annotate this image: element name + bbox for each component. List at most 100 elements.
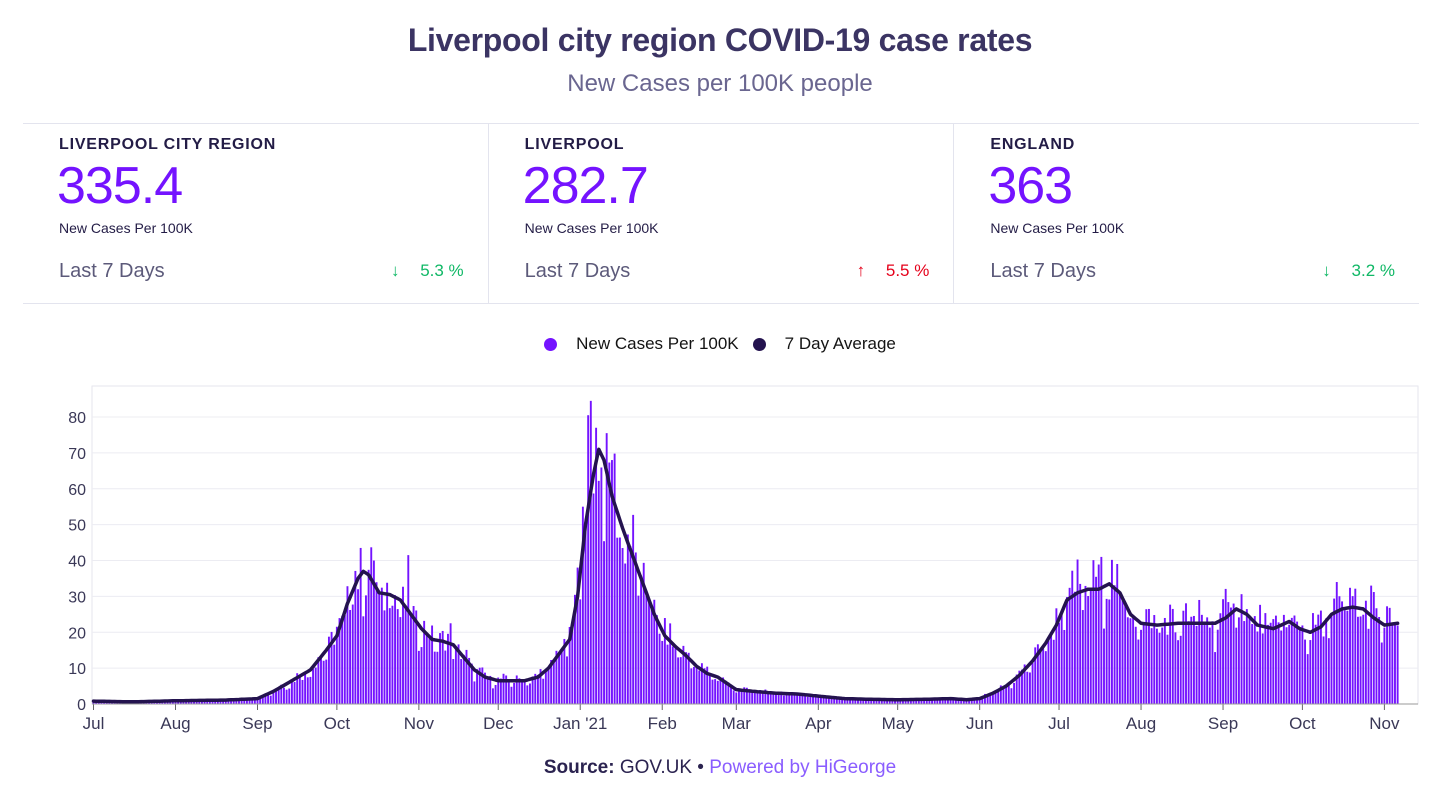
stat-value: 335.4 — [57, 157, 183, 215]
bar — [804, 694, 807, 704]
bar — [529, 683, 531, 704]
legend-dot-icon — [544, 337, 558, 351]
bar — [1089, 589, 1092, 704]
stat-change: ↓ 3.2 % — [1318, 261, 1395, 281]
bar — [616, 537, 619, 704]
bar — [462, 654, 465, 704]
bar — [571, 623, 574, 704]
bar — [640, 575, 643, 704]
bar — [952, 699, 955, 704]
bar — [843, 699, 846, 704]
bar — [1367, 628, 1370, 704]
bar — [841, 699, 844, 704]
bar — [1386, 606, 1388, 704]
bar — [497, 677, 500, 704]
bar — [931, 699, 933, 704]
arrow-down-icon: ↓ — [1322, 261, 1331, 280]
x-tick-label: Oct — [1289, 714, 1316, 733]
bar — [206, 700, 209, 704]
bar — [312, 668, 315, 704]
bar — [1341, 601, 1344, 704]
bar — [830, 697, 833, 704]
footer-separator: • — [697, 757, 704, 778]
source-label: Source: — [543, 757, 615, 778]
bar — [1034, 647, 1037, 704]
bar — [661, 640, 664, 704]
bar — [597, 480, 600, 704]
bar — [621, 548, 624, 704]
bar — [507, 682, 510, 704]
bar — [1309, 640, 1312, 704]
bar — [1148, 608, 1150, 704]
bar — [708, 675, 711, 704]
bar — [1018, 670, 1021, 704]
bar — [489, 675, 492, 704]
bar — [1251, 624, 1254, 704]
bar — [1388, 607, 1391, 704]
bar — [1285, 627, 1288, 704]
bar — [396, 609, 399, 704]
arrow-up-icon: ↑ — [856, 261, 866, 280]
bar — [1195, 625, 1198, 704]
bar — [775, 694, 777, 704]
bar — [703, 668, 706, 704]
bar — [338, 618, 341, 704]
bar — [740, 690, 743, 704]
bar — [886, 700, 889, 704]
bar — [560, 651, 563, 704]
bar — [970, 699, 973, 704]
bar — [618, 537, 621, 704]
bar — [915, 699, 918, 704]
bar — [394, 595, 397, 704]
bar — [862, 699, 865, 704]
bar — [1208, 627, 1211, 704]
stat-unit: New Cases Per 100K — [990, 220, 1125, 236]
bar — [465, 649, 468, 704]
bar — [923, 698, 926, 704]
bar — [476, 669, 479, 704]
stat-period: Last 7 Days — [524, 260, 631, 282]
bar — [764, 689, 767, 704]
bar — [822, 697, 825, 704]
bar — [991, 693, 994, 704]
y-tick-label: 20 — [68, 625, 86, 642]
bar — [531, 676, 534, 704]
bar — [296, 673, 299, 704]
bar — [224, 699, 227, 704]
bar — [240, 699, 243, 704]
bar — [769, 692, 772, 704]
bar — [1100, 556, 1103, 704]
bar — [423, 620, 426, 704]
bar — [359, 547, 362, 704]
bar — [1319, 610, 1322, 704]
bar — [1293, 615, 1296, 704]
bar — [1097, 564, 1100, 704]
bar — [1364, 600, 1367, 704]
bar — [973, 698, 976, 704]
bar — [896, 699, 899, 704]
bar — [904, 699, 907, 704]
bar — [1110, 559, 1113, 704]
average-line — [91, 447, 1400, 704]
bar — [526, 685, 529, 704]
bar — [637, 595, 640, 704]
powered-by-link[interactable]: Powered by HiGeorge — [709, 757, 897, 778]
bar — [790, 692, 793, 704]
chart-legend: New Cases Per 100K 7 Day Average — [0, 334, 1440, 354]
bar — [629, 546, 632, 704]
bar — [1394, 622, 1396, 704]
bar — [1073, 591, 1076, 704]
bar — [719, 678, 722, 704]
bar — [280, 684, 283, 704]
bar — [370, 547, 373, 704]
stat-period: Last 7 Days — [990, 260, 1096, 282]
stat-name: ENGLAND — [990, 136, 1076, 153]
bar — [981, 697, 984, 704]
legend-item-new-cases[interactable]: New Cases Per 100K — [544, 334, 739, 354]
x-tick-label: Jun — [966, 714, 993, 733]
bar — [761, 693, 764, 704]
bar — [1013, 682, 1016, 704]
bar — [669, 623, 672, 704]
legend-item-7-day-average[interactable]: 7 Day Average — [752, 334, 896, 354]
bar — [645, 592, 648, 704]
